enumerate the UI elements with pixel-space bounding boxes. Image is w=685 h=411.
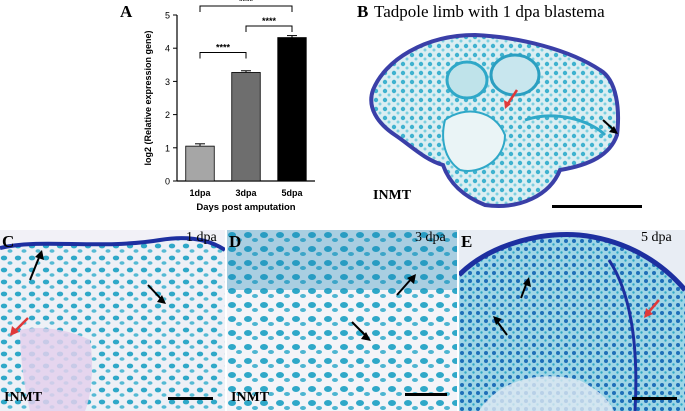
bar-chart: 0 1 2 3 4 5 1dpa 3dpa 5dpa Days post amputation lo… — [143, 0, 315, 213]
panel-d-micrograph — [227, 230, 457, 411]
panel-e-scale-bar — [632, 397, 677, 400]
x-tick-label: 5dpa — [281, 188, 303, 198]
significance-bracket — [199, 52, 247, 59]
x-tick-label: 3dpa — [235, 188, 257, 198]
panel-c-micrograph — [0, 230, 225, 411]
significance-label: **** — [216, 43, 231, 53]
panel-c-letter: C — [2, 232, 15, 251]
bar — [185, 145, 215, 182]
panel-e-letter: E — [461, 232, 473, 251]
significance-label: **** — [262, 16, 277, 26]
bar — [277, 37, 307, 182]
y-axis-label: log2 (Relative expression gene) — [143, 30, 153, 165]
x-tick-label: 1dpa — [189, 188, 211, 198]
panel-d-scale-bar — [405, 393, 447, 396]
panel-b-micrograph — [369, 32, 621, 208]
panel-c-dpa-label: 1 dpa — [186, 230, 217, 245]
y-tick-label: 0 — [165, 177, 170, 187]
panel-b-letter: B — [357, 2, 369, 21]
panel-b-stain-label: INMT — [373, 188, 412, 203]
panel-c-scale-bar — [168, 397, 213, 400]
significance-bracket — [245, 25, 293, 32]
y-tick-label: 1 — [165, 143, 170, 153]
bar — [231, 72, 261, 182]
y-tick-label: 3 — [165, 77, 170, 87]
panel-b-scale-bar — [552, 205, 642, 208]
y-tick-label: 4 — [165, 44, 170, 54]
panel-d-stain-label: INMT — [231, 390, 270, 405]
y-tick-label: 2 — [165, 110, 170, 120]
significance-bracket — [199, 5, 293, 13]
x-axis-label: Days post amputation — [196, 202, 295, 213]
significance-label: **** — [239, 0, 254, 6]
panel-d-dpa-label: 3 dpa — [415, 230, 446, 245]
panel-d-letter: D — [229, 232, 242, 251]
panel-e-micrograph — [459, 230, 685, 411]
panel-b-caption: Tadpole limb with 1 dpa blastema — [374, 2, 605, 21]
panel-e-dpa-label: 5 dpa — [641, 230, 672, 245]
y-tick-label: 5 — [165, 11, 170, 21]
panel-c-stain-label: INMT — [4, 390, 43, 405]
panel-a-letter: A — [120, 2, 133, 21]
